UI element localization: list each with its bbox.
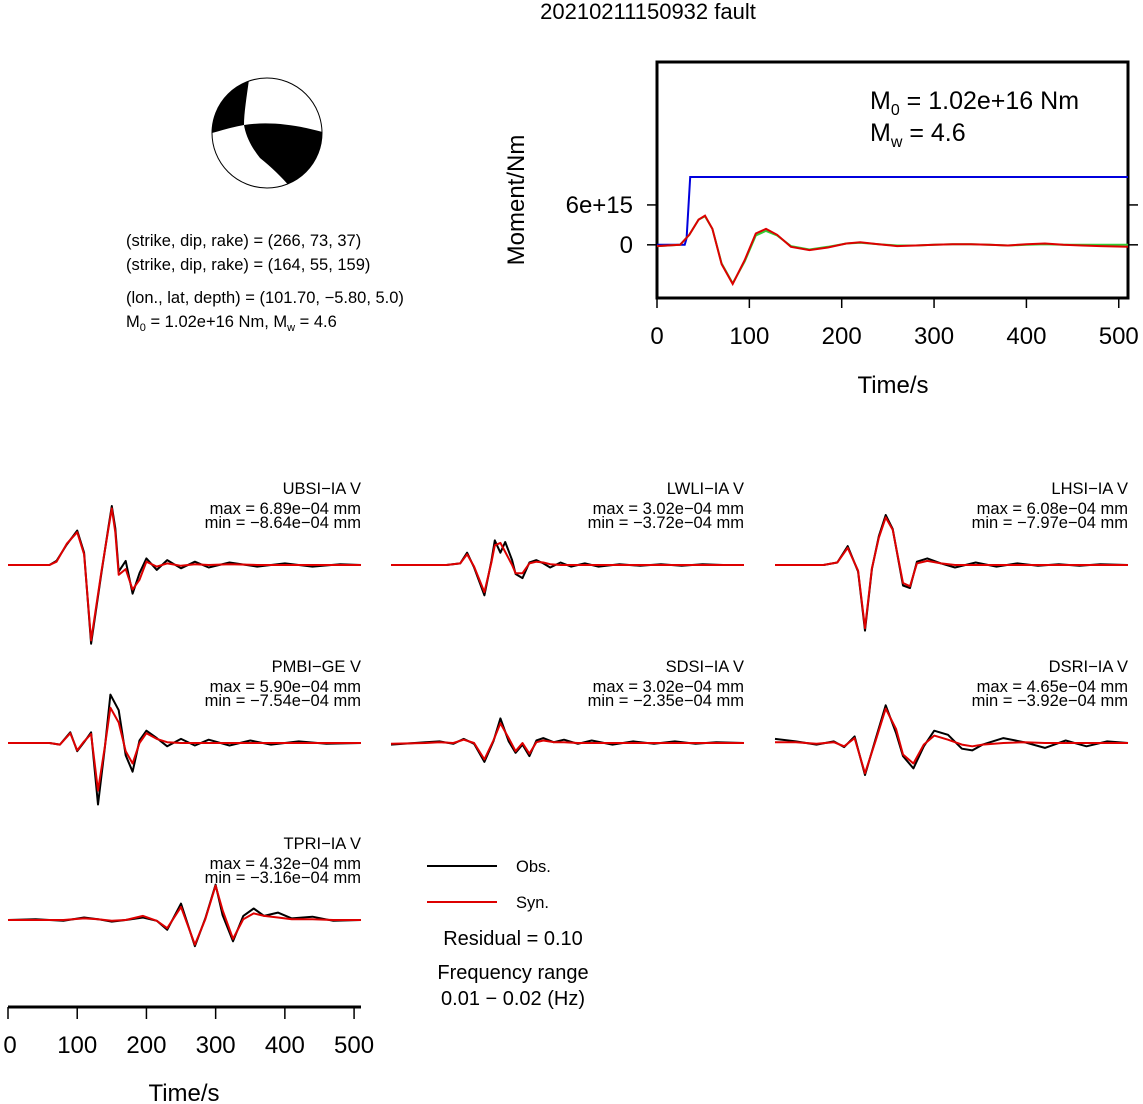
station-max-value: max = 6.08e−04 mm: [977, 500, 1128, 518]
moment-x-tick-label: 300: [914, 323, 954, 350]
waveform-legend: Obs. Syn.: [427, 858, 551, 912]
waveform-trace-obs: [390, 717, 745, 763]
waveform-trace-syn: [8, 884, 361, 946]
moment-series-0: [657, 176, 1128, 246]
waveform-time-axis: Time/s 0 100 200 300 400 500: [3, 1005, 374, 1104]
station-min-value: min = −8.64e−04 mm: [205, 514, 361, 532]
moment-rate-chart: Moment/Nm Time/s M0 = 1.02e+16 Nm Mw = 4…: [503, 60, 1139, 399]
waveform-x-tick-label: 500: [334, 1032, 374, 1059]
station-label: PMBI−GE V: [272, 658, 361, 676]
waveform-trace-obs: [391, 539, 744, 597]
waveform-trace-syn: [775, 516, 1128, 630]
waveform-x-tick-label: 100: [57, 1032, 97, 1059]
waveform-trace-syn: [391, 541, 744, 594]
moment-y-tick-label: 6e+15: [566, 192, 633, 219]
legend-obs-label: Obs.: [516, 858, 551, 876]
station-label: LWLI−IA V: [667, 480, 744, 498]
moment-x-axis-label: Time/s: [857, 372, 928, 399]
beachball-quadrant-upper-left: [212, 78, 250, 134]
moment-magnitude-line: M0 = 1.02e+16 Nm, Mw = 4.6: [126, 313, 337, 334]
moment-y-axis-label: Moment/Nm: [503, 135, 530, 266]
station-label: LHSI−IA V: [1051, 480, 1128, 498]
moment-mw-annotation: Mw = 4.6: [870, 119, 966, 151]
waveform-x-tick-label: 0: [3, 1032, 16, 1059]
nodal-plane-1: (strike, dip, rake) = (266, 73, 37): [126, 232, 361, 250]
station-min-value: min = −3.72e−04 mm: [588, 514, 744, 532]
station-label: UBSI−IA V: [283, 480, 361, 498]
moment-x-tick-label: 500: [1099, 323, 1139, 350]
moment-x-tick-label: 200: [822, 323, 862, 350]
moment-x-tick-label: 100: [729, 323, 769, 350]
station-label: TPRI−IA V: [284, 835, 362, 853]
focal-mechanism-beachball: [211, 77, 323, 189]
nodal-plane-2: (strike, dip, rake) = (164, 55, 159): [126, 256, 370, 274]
station-min-value: min = −3.16e−04 mm: [205, 869, 361, 887]
waveform-x-tick-label: 300: [196, 1032, 236, 1059]
moment-y-tick-label: 0: [620, 232, 633, 259]
moment-m0-annotation: M0 = 1.02e+16 Nm: [870, 87, 1079, 119]
hypocenter-location: (lon., lat, depth) = (101.70, −5.80, 5.0…: [126, 289, 404, 307]
moment-series-2: [656, 214, 1129, 287]
frequency-range-title: Frequency range: [437, 962, 588, 984]
station-max-value: max = 3.02e−04 mm: [593, 678, 744, 696]
moment-plot-frame: [655, 60, 1130, 300]
waveform-trace-obs: [775, 514, 1129, 632]
station-label: SDSI−IA V: [666, 658, 744, 676]
station-min-value: min = −3.92e−04 mm: [972, 692, 1128, 710]
moment-x-tick-label: 400: [1006, 323, 1046, 350]
figure-title: 20210211150932 fault: [540, 0, 756, 24]
station-label: DSRI−IA V: [1049, 658, 1128, 676]
station-max-value: max = 6.89e−04 mm: [210, 500, 361, 518]
legend-syn-label: Syn.: [516, 894, 549, 912]
waveform-trace-obs: [8, 693, 362, 806]
moment-x-tick-label: 0: [650, 323, 663, 350]
station-max-value: max = 5.90e−04 mm: [210, 678, 361, 696]
waveform-trace-syn: [8, 507, 361, 642]
waveform-trace-syn: [390, 722, 744, 761]
waveform-x-axis-label: Time/s: [148, 1080, 219, 1104]
station-max-value: max = 4.32e−04 mm: [210, 855, 361, 873]
waveform-x-tick-label: 200: [126, 1032, 166, 1059]
station-min-value: min = −2.35e−04 mm: [588, 692, 744, 710]
residual-value: Residual = 0.10: [443, 928, 583, 950]
station-max-value: max = 4.65e−04 mm: [977, 678, 1128, 696]
station-min-value: min = −7.97e−04 mm: [972, 514, 1128, 532]
waveform-x-tick-label: 400: [265, 1032, 305, 1059]
station-max-value: max = 3.02e−04 mm: [593, 500, 744, 518]
waveform-trace-syn: [775, 707, 1128, 775]
waveform-trace-syn: [8, 706, 361, 792]
station-min-value: min = −7.54e−04 mm: [205, 692, 361, 710]
frequency-range-value: 0.01 − 0.02 (Hz): [441, 988, 585, 1010]
